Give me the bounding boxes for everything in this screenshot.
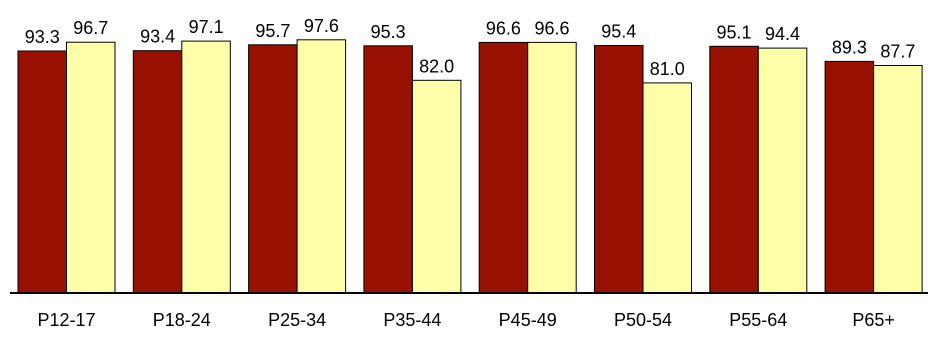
value-labels-group: 93.3 96.7 93.4 97.1 95.7 97.6 95.3 82.0 96.6 96.6… <box>25 16 916 79</box>
value-label-p55-64-series-1: 95.1 <box>716 22 751 42</box>
value-label-p35-44-series-1: 95.3 <box>371 22 406 42</box>
value-label-p50-54-series-2: 81.0 <box>650 59 685 79</box>
value-label-p18-24-series-1: 93.4 <box>140 27 175 47</box>
bar-p45-49-series-1 <box>478 41 529 294</box>
bar-p55-64-series-2 <box>757 47 808 294</box>
tick-labels-group: P12-17 P18-24 P25-34 P35-44 P45-49 P50-54 P55-… <box>37 310 894 330</box>
value-label-p45-49-series-1: 96.6 <box>486 18 521 38</box>
value-label-p12-17-series-1: 93.3 <box>25 27 60 47</box>
bar-p35-44-series-2 <box>411 79 462 294</box>
tick-label-p65-: P65+ <box>852 310 895 330</box>
tick-label-p18-24: P18-24 <box>153 310 211 330</box>
tick-label-p35-44: P35-44 <box>383 310 441 330</box>
bar-p55-64-series-1 <box>709 45 759 294</box>
bar-p25-34-series-1 <box>248 44 298 294</box>
value-label-p25-34-series-1: 95.7 <box>255 21 290 41</box>
tick-label-p50-54: P50-54 <box>614 310 672 330</box>
tick-label-p55-64: P55-64 <box>729 310 787 330</box>
value-label-p12-17-series-2: 96.7 <box>73 18 108 38</box>
bar-p12-17-series-2 <box>66 41 116 294</box>
bar-p25-34-series-2 <box>296 39 347 294</box>
bar-p65--series-2 <box>873 65 923 294</box>
tick-label-p12-17: P12-17 <box>37 310 95 330</box>
tick-label-p25-34: P25-34 <box>268 310 326 330</box>
bar-p12-17-series-1 <box>17 50 67 294</box>
value-label-p65--series-1: 89.3 <box>832 37 867 57</box>
value-label-p50-54-series-1: 95.4 <box>601 22 636 42</box>
value-label-p25-34-series-2: 97.6 <box>304 16 339 36</box>
value-label-p55-64-series-2: 94.4 <box>765 24 800 44</box>
value-label-p35-44-series-2: 82.0 <box>419 56 454 76</box>
value-label-p45-49-series-2: 96.6 <box>534 18 569 38</box>
bar-p45-49-series-2 <box>527 41 577 294</box>
bars-group <box>17 39 923 294</box>
bar-p50-54-series-2 <box>642 82 692 294</box>
bar-p18-24-series-2 <box>181 40 231 294</box>
bar-p50-54-series-1 <box>594 45 644 294</box>
value-label-p18-24-series-2: 97.1 <box>189 17 224 37</box>
value-label-p65--series-2: 87.7 <box>880 42 915 62</box>
bar-p65--series-1 <box>824 60 875 294</box>
bar-p35-44-series-1 <box>363 45 413 294</box>
bar-p18-24-series-1 <box>132 50 183 294</box>
tick-label-p45-49: P45-49 <box>499 310 557 330</box>
